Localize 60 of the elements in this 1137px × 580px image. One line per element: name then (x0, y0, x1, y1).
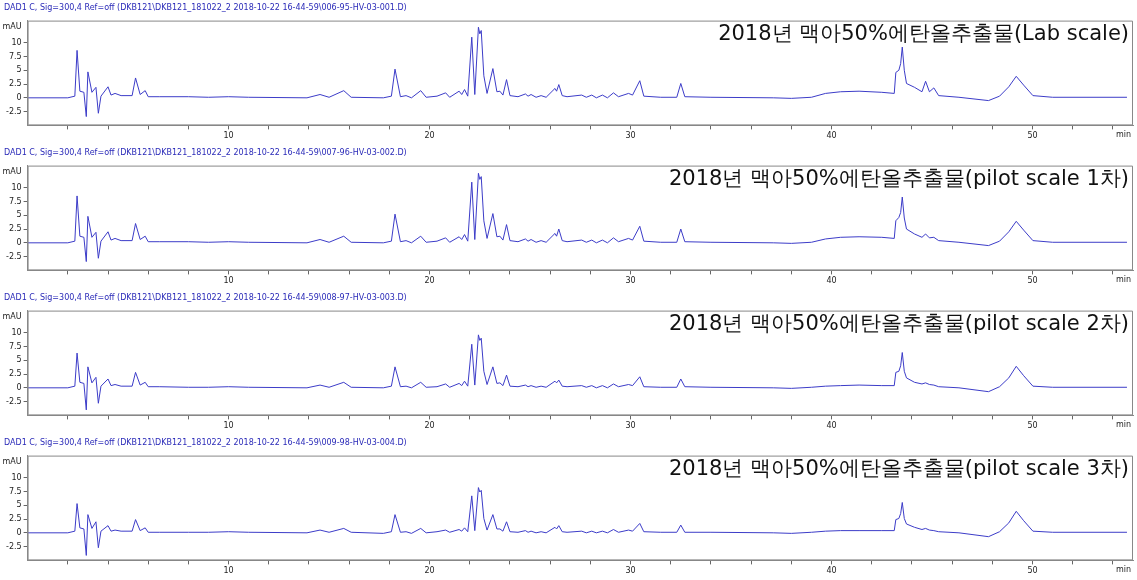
y-axis-title: mAU (2, 166, 22, 176)
x-tick-label: 50 (1027, 131, 1038, 141)
y-tick-label: 5 (16, 500, 22, 510)
x-tick-label: 50 (1027, 566, 1038, 576)
x-tick-label: 20 (424, 131, 435, 141)
y-tick-label: 0 (16, 237, 22, 247)
y-tick-label: -2.5 (6, 541, 22, 551)
y-tick-label: 0 (16, 527, 22, 537)
x-tick-label: 10 (223, 131, 234, 141)
chart-title: DAD1 C, Sig=300,4 Ref=off (DKB121\DKB121_181022_2 2018-10-22 16-44-59\006-95-HV-03-001.D) (4, 2, 407, 12)
y-tick-label: 7.5 (8, 51, 22, 61)
x-tick-label: 20 (424, 566, 435, 576)
x-tick-label: 50 (1027, 276, 1038, 286)
chart-title: DAD1 C, Sig=300,4 Ref=off (DKB121\DKB121_181022_2 2018-10-22 16-44-59\008-97-HV-03-003.D) (4, 292, 407, 302)
y-tick-label: 2.5 (8, 369, 22, 379)
x-tick-label: 10 (223, 566, 234, 576)
y-tick-label: 10 (11, 472, 22, 482)
x-tick-label: 30 (625, 131, 636, 141)
y-tick-label: -2.5 (6, 251, 22, 261)
x-tick-label: 40 (826, 421, 837, 431)
x-tick-label: 20 (424, 421, 435, 431)
x-tick-label: 30 (625, 421, 636, 431)
chart-title: DAD1 C, Sig=300,4 Ref=off (DKB121\DKB121_181022_2 2018-10-22 16-44-59\007-96-HV-03-002.D) (4, 147, 407, 157)
x-tick-label: 10 (223, 421, 234, 431)
x-tick-label: 30 (625, 276, 636, 286)
y-tick-label: 2.5 (8, 79, 22, 89)
y-tick-label: 0 (16, 382, 22, 392)
x-tick-label: 30 (625, 566, 636, 576)
y-tick-label: -2.5 (6, 106, 22, 116)
x-axis-title: min (1115, 565, 1131, 575)
x-tick-label: 10 (223, 276, 234, 286)
x-tick-label: 50 (1027, 421, 1038, 431)
x-tick-label: 40 (826, 566, 837, 576)
y-tick-label: 7.5 (8, 196, 22, 206)
x-tick-label: 40 (826, 276, 837, 286)
y-tick-label: 7.5 (8, 486, 22, 496)
annotation: 2018년 맥아50%에탄올추출물(pilot scale 3차) (668, 455, 1129, 480)
x-tick-label: 20 (424, 276, 435, 286)
y-tick-label: 10 (11, 327, 22, 337)
y-tick-label: 0 (16, 92, 22, 102)
chart-title: DAD1 C, Sig=300,4 Ref=off (DKB121\DKB121_181022_2 2018-10-22 16-44-59\009-98-HV-03-004.D) (4, 437, 407, 447)
x-axis-title: min (1115, 130, 1131, 140)
y-axis-title: mAU (2, 456, 22, 466)
y-tick-label: -2.5 (6, 396, 22, 406)
y-tick-label: 7.5 (8, 341, 22, 351)
y-tick-label: 2.5 (8, 224, 22, 234)
x-axis-title: min (1115, 275, 1131, 285)
y-axis-title: mAU (2, 21, 22, 31)
y-axis-title: mAU (2, 311, 22, 321)
annotation: 2018년 맥아50%에탄올추출물(pilot scale 2차) (668, 310, 1129, 335)
annotation: 2018년 맥아50%에탄올추출물(Lab scale) (718, 20, 1129, 45)
y-tick-label: 10 (11, 37, 22, 47)
y-tick-label: 5 (16, 210, 22, 220)
y-tick-label: 5 (16, 355, 22, 365)
y-tick-label: 5 (16, 65, 22, 75)
annotation: 2018년 맥아50%에탄올추출물(pilot scale 1차) (668, 165, 1129, 190)
y-tick-label: 10 (11, 182, 22, 192)
y-tick-label: 2.5 (8, 514, 22, 524)
x-axis-title: min (1115, 420, 1131, 430)
x-tick-label: 40 (826, 131, 837, 141)
